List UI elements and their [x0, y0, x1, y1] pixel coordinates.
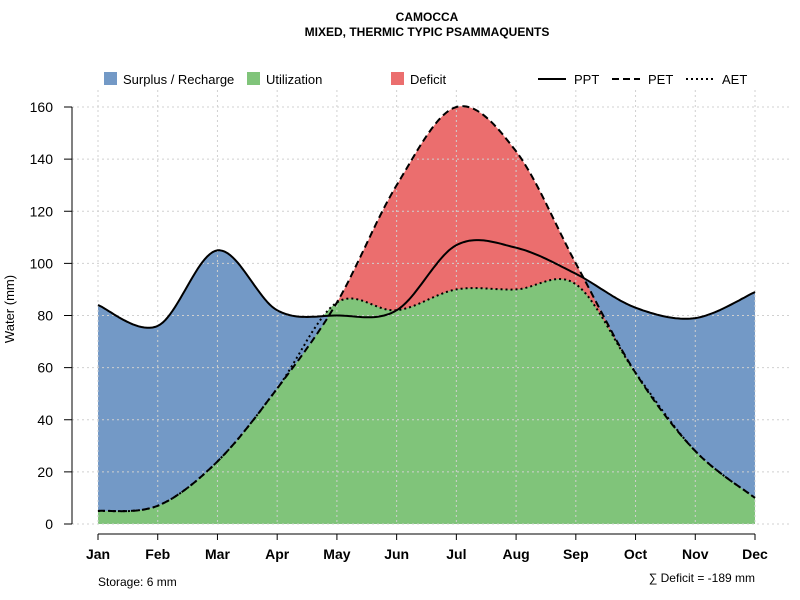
x-tick-label-jul: Jul: [446, 546, 466, 562]
axes: 0 20 40 60 80 100 120 140 160 Jan Feb Mar Apr May Jun J…: [30, 99, 768, 562]
y-tick-label: 120: [30, 203, 54, 219]
x-tick-label-apr: Apr: [265, 546, 290, 562]
y-axis-title: Water (mm): [2, 275, 17, 343]
legend-swatch-surplus-recharge: [104, 72, 117, 85]
y-tick-label: 140: [30, 151, 54, 167]
x-tick-label-sep: Sep: [563, 546, 589, 562]
y-tick-label: 80: [37, 308, 53, 324]
x-tick-label-mar: Mar: [205, 546, 230, 562]
series-line-ppt: [97, 239, 756, 329]
legend-label-pet: PET: [648, 72, 673, 87]
legend-swatch-utilization: [247, 72, 260, 85]
y-tick-label: 20: [37, 464, 53, 480]
legend-label-surplus-recharge: Surplus / Recharge: [123, 72, 234, 87]
deficit-annotation: ∑ Deficit = -189 mm: [649, 571, 755, 585]
series-line-aet: [97, 278, 756, 513]
x-tick-label-aug: Aug: [502, 546, 529, 562]
series-lines: [97, 105, 756, 513]
x-tick-label-feb: Feb: [145, 546, 170, 562]
legend-swatch-deficit: [391, 72, 404, 85]
y-tick-label: 60: [37, 360, 53, 376]
x-tick-label-nov: Nov: [682, 546, 709, 562]
x-tick-label-dec: Dec: [742, 546, 768, 562]
storage-annotation: Storage: 6 mm: [98, 575, 177, 589]
y-tick-label: 40: [37, 412, 53, 428]
x-tick-label-jan: Jan: [86, 546, 110, 562]
x-tick-label-jun: Jun: [384, 546, 409, 562]
legend: Surplus / Recharge Utilization Deficit PPT P…: [104, 72, 747, 87]
x-tick-label-oct: Oct: [624, 546, 648, 562]
chart-title: CAMOCCA: [396, 10, 459, 24]
y-tick-label: 160: [30, 99, 54, 115]
x-tick-label-may: May: [323, 546, 350, 562]
y-tick-label: 100: [30, 255, 54, 271]
legend-label-utilization: Utilization: [266, 72, 322, 87]
y-tick-label: 0: [45, 516, 53, 532]
utilization-area: [98, 279, 755, 524]
legend-label-aet: AET: [722, 72, 747, 87]
legend-label-deficit: Deficit: [410, 72, 447, 87]
chart-subtitle: MIXED, THERMIC TYPIC PSAMMAQUENTS: [305, 25, 550, 39]
legend-label-ppt: PPT: [574, 72, 599, 87]
